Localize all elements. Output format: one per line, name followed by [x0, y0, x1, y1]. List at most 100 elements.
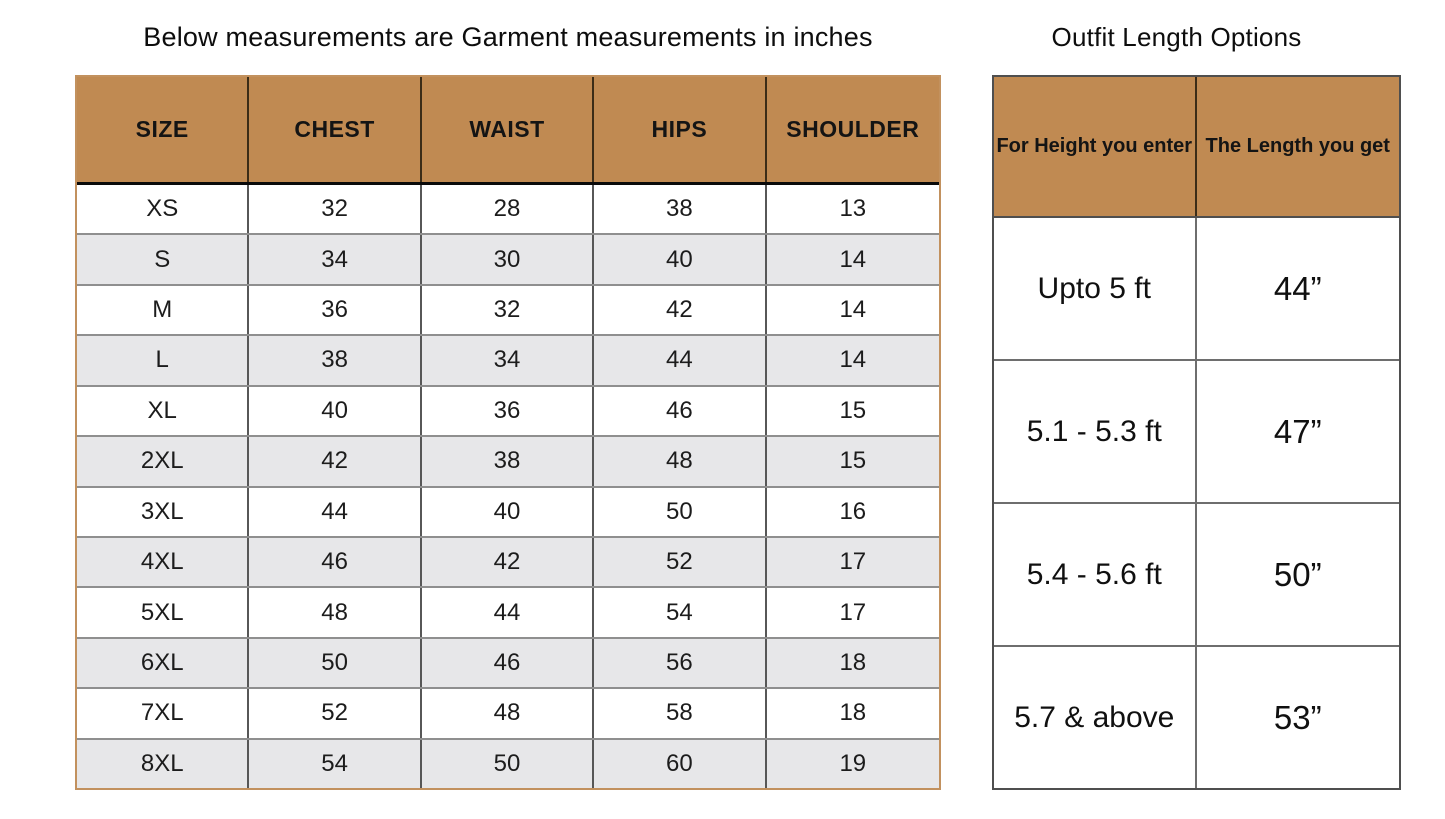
shoulder-cell: 15 — [839, 447, 867, 475]
waist-cell: 28 — [422, 185, 595, 234]
size-cell: 4XL — [77, 537, 250, 587]
waist-cell: 44 — [422, 588, 595, 637]
table-row-2xl: 2XL 42 38 48 15 — [77, 435, 939, 486]
shoulder-cell: 14 — [839, 346, 867, 374]
chest-cell: 46 — [249, 537, 422, 587]
table-row-6xl: 6XL 50 46 56 18 — [77, 636, 939, 688]
chest-cell: 40 — [249, 386, 422, 436]
header-waist: WAIST — [422, 77, 595, 182]
size-cell: M — [77, 285, 250, 335]
length-cell: 53” — [1273, 698, 1322, 736]
waist-cell: 46 — [422, 638, 595, 688]
size-cell: 6XL — [77, 638, 250, 688]
table-row-xs: XS 32 28 38 13 — [77, 185, 939, 234]
waist-cell: 40 — [422, 487, 595, 536]
shoulder-cell: 17 — [839, 548, 867, 576]
length-row-51-53ft: 5.1 - 5.3 ft 47” — [994, 359, 1399, 502]
waist-cell: 48 — [422, 689, 595, 738]
shoulder-cell: 15 — [839, 396, 867, 424]
height-cell: Upto 5 ft — [994, 218, 1197, 359]
garment-table-header-row: SIZE CHEST WAIST HIPS SHOULDER — [77, 77, 939, 185]
shoulder-cell: 19 — [839, 749, 867, 777]
size-cell: 7XL — [77, 689, 250, 738]
hips-cell: 42 — [594, 285, 767, 335]
outfit-length-title: Outfit Length Options — [1051, 22, 1302, 52]
hips-cell: 48 — [594, 437, 767, 486]
length-cell: 44” — [1273, 269, 1322, 307]
hips-cell: 50 — [594, 487, 767, 536]
hips-cell: 38 — [594, 185, 767, 234]
chest-cell: 52 — [249, 689, 422, 738]
hips-cell: 40 — [594, 235, 767, 284]
table-row-8xl: 8XL 54 50 60 19 — [77, 737, 939, 789]
size-cell: 3XL — [77, 487, 250, 536]
chest-cell: 42 — [249, 437, 422, 486]
hips-cell: 46 — [594, 386, 767, 436]
table-row-s: S 34 30 40 14 — [77, 233, 939, 284]
chest-cell: 32 — [249, 185, 422, 234]
waist-cell: 42 — [422, 537, 595, 587]
waist-cell: 50 — [422, 739, 595, 789]
chest-cell: 48 — [249, 588, 422, 637]
header-length-you-get: The Length you get — [1205, 135, 1390, 157]
waist-cell: 34 — [422, 336, 595, 385]
shoulder-cell: 18 — [839, 699, 867, 727]
header-size: SIZE — [77, 77, 250, 182]
size-cell: 2XL — [77, 437, 250, 486]
garment-measurements-section: Below measurements are Garment measureme… — [75, 0, 941, 790]
garment-measurements-title: Below measurements are Garment measureme… — [143, 22, 873, 52]
shoulder-cell: 18 — [839, 649, 867, 676]
size-cell: S — [77, 235, 250, 284]
table-row-5xl: 5XL 48 44 54 17 — [77, 586, 939, 637]
length-cell: 50” — [1273, 555, 1322, 593]
garment-measurements-table: SIZE CHEST WAIST HIPS SHOULDER XS 32 28 … — [75, 75, 941, 790]
chest-cell: 44 — [249, 487, 422, 536]
chest-cell: 34 — [249, 235, 422, 284]
length-row-54-56ft: 5.4 - 5.6 ft 50” — [994, 502, 1399, 645]
shoulder-cell: 16 — [839, 497, 867, 525]
table-row-4xl: 4XL 46 42 52 17 — [77, 535, 939, 587]
waist-cell: 32 — [422, 285, 595, 335]
outfit-length-section: Outfit Length Options For Height you ent… — [992, 0, 1401, 790]
length-cell: 47” — [1273, 412, 1322, 450]
chest-cell: 54 — [249, 739, 422, 789]
hips-cell: 60 — [594, 739, 767, 789]
table-row-7xl: 7XL 52 48 58 18 — [77, 687, 939, 738]
size-cell: XS — [77, 185, 250, 234]
size-cell: 5XL — [77, 588, 250, 637]
hips-cell: 56 — [594, 638, 767, 688]
hips-cell: 54 — [594, 588, 767, 637]
hips-cell: 58 — [594, 689, 767, 738]
hips-cell: 44 — [594, 336, 767, 385]
size-cell: XL — [77, 386, 250, 436]
waist-cell: 38 — [422, 437, 595, 486]
outfit-length-table: For Height you enter The Length you get … — [992, 75, 1401, 790]
header-hips: HIPS — [594, 77, 767, 182]
chest-cell: 38 — [249, 336, 422, 385]
shoulder-cell: 14 — [839, 245, 867, 273]
length-row-57-above: 5.7 & above 53” — [994, 645, 1399, 788]
table-row-m: M 36 32 42 14 — [77, 283, 939, 335]
shoulder-cell: 13 — [839, 195, 867, 223]
length-table-header-row: For Height you enter The Length you get — [994, 77, 1399, 218]
header-chest: CHEST — [249, 77, 422, 182]
shoulder-cell: 17 — [839, 598, 867, 626]
header-shoulder: SHOULDER — [786, 116, 920, 142]
height-cell: 5.1 - 5.3 ft — [994, 361, 1197, 502]
table-row-xl: XL 40 36 46 15 — [77, 384, 939, 436]
hips-cell: 52 — [594, 537, 767, 587]
table-row-l: L 38 34 44 14 — [77, 334, 939, 385]
size-cell: 8XL — [77, 739, 250, 789]
chest-cell: 50 — [249, 638, 422, 688]
size-cell: L — [77, 336, 250, 385]
waist-cell: 30 — [422, 235, 595, 284]
chest-cell: 36 — [249, 285, 422, 335]
waist-cell: 36 — [422, 386, 595, 436]
header-for-height: For Height you enter — [994, 77, 1197, 216]
table-row-3xl: 3XL 44 40 50 16 — [77, 485, 939, 536]
shoulder-cell: 14 — [839, 296, 867, 324]
height-cell: 5.4 - 5.6 ft — [994, 504, 1197, 645]
height-cell: 5.7 & above — [994, 647, 1197, 788]
length-row-upto-5ft: Upto 5 ft 44” — [994, 218, 1399, 359]
